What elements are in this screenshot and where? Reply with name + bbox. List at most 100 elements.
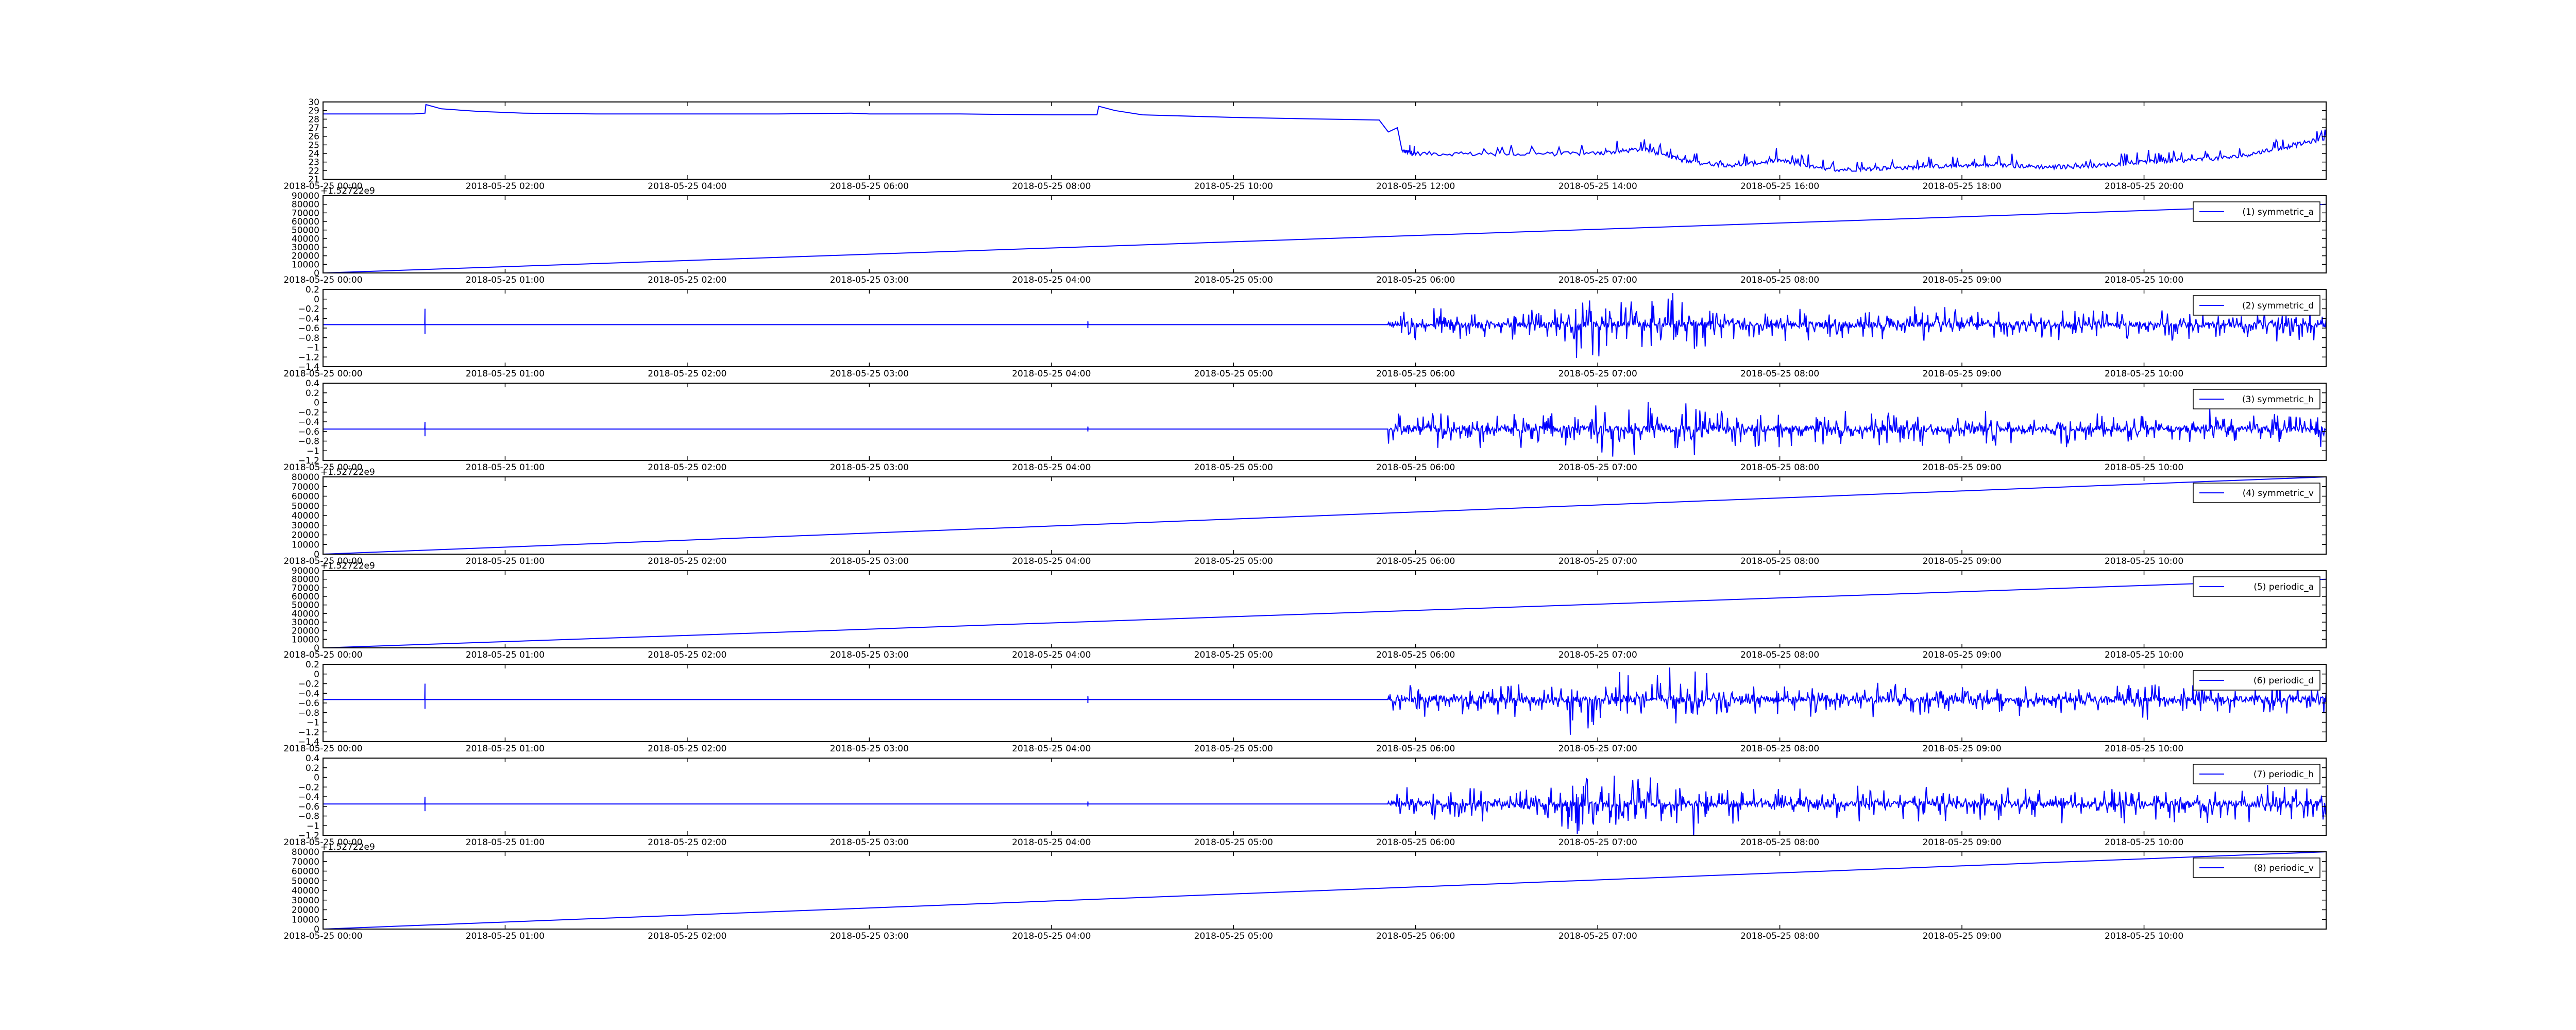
series-line <box>323 852 2326 929</box>
x-tick-label: 2018-05-25 05:00 <box>1194 837 1273 848</box>
x-tick-label: 2018-05-25 06:00 <box>1376 744 1455 754</box>
x-tick-label: 2018-05-25 01:00 <box>466 837 545 848</box>
legend-label: (6) periodic_d <box>2253 676 2314 686</box>
y-tick-label: 40000 <box>292 886 319 896</box>
y-tick-label: 50000 <box>292 600 319 611</box>
x-tick-label: 2018-05-25 06:00 <box>1376 650 1455 660</box>
panel-p1: 0100002000030000400005000060000700008000… <box>283 186 2327 285</box>
x-tick-label: 2018-05-25 07:00 <box>1558 462 1637 473</box>
x-tick-label: 2018-05-25 07:00 <box>1558 837 1637 848</box>
x-tick-label: 2018-05-25 01:00 <box>466 462 545 473</box>
x-tick-label: 2018-05-25 04:00 <box>648 181 726 192</box>
x-tick-label: 2018-05-25 05:00 <box>1194 744 1273 754</box>
y-tick-label: 20000 <box>292 530 319 541</box>
x-tick-label: 2018-05-25 10:00 <box>2105 556 2183 566</box>
x-tick-label: 2018-05-25 14:00 <box>1558 181 1637 192</box>
x-tick-label: 2018-05-25 07:00 <box>1558 369 1637 379</box>
x-tick-label: 2018-05-25 10:00 <box>2105 462 2183 473</box>
y-tick-label: 0 <box>314 268 319 279</box>
x-tick-label: 2018-05-25 10:00 <box>2105 650 2183 660</box>
y-tick-label: 40000 <box>292 511 319 521</box>
x-tick-label: 2018-05-25 10:00 <box>2105 837 2183 848</box>
x-tick-label: 2018-05-25 03:00 <box>830 744 909 754</box>
x-tick-label: 2018-05-25 00:00 <box>283 181 362 192</box>
panel-p6: −1.4−1.2−1−0.8−0.6−0.4−0.200.2 2018-05-25… <box>283 660 2327 754</box>
y-tick-label: 0 <box>314 924 319 935</box>
x-tick-label: 2018-05-25 09:00 <box>1922 837 2001 848</box>
x-tick-label: 2018-05-25 00:00 <box>283 931 362 941</box>
x-tick-label: 2018-05-25 01:00 <box>466 275 545 285</box>
x-tick-label: 2018-05-25 01:00 <box>466 369 545 379</box>
x-tick-label: 2018-05-25 04:00 <box>1012 931 1091 941</box>
y-tick-label: −0.4 <box>298 417 319 427</box>
y-tick-label: 29 <box>308 106 319 116</box>
x-tick-label: 2018-05-25 05:00 <box>1194 369 1273 379</box>
axis-offset-label: +1.52722e9 <box>320 561 375 571</box>
x-tick-label: 2018-05-25 02:00 <box>648 837 726 848</box>
x-tick-label: 2018-05-25 02:00 <box>648 462 726 473</box>
x-tick-label: 2018-05-25 08:00 <box>1740 462 1819 473</box>
y-tick-label: −0.4 <box>298 314 319 324</box>
y-tick-label: −1 <box>307 446 319 456</box>
x-tick-label: 2018-05-25 07:00 <box>1558 650 1637 660</box>
y-tick-label: 30000 <box>292 521 319 531</box>
y-tick-label: −0.4 <box>298 689 319 699</box>
legend: (5) periodic_a <box>2193 576 2320 597</box>
x-tick-label: 2018-05-25 08:00 <box>1012 181 1091 192</box>
x-tick-label: 2018-05-25 04:00 <box>1012 462 1091 473</box>
x-tick-label: 2018-05-25 03:00 <box>830 462 909 473</box>
y-tick-label: 90000 <box>292 191 319 201</box>
x-tick-label: 2018-05-25 02:00 <box>466 181 545 192</box>
legend-label: (3) symmetric_h <box>2242 394 2314 405</box>
legend: (6) periodic_d <box>2193 670 2320 691</box>
series-line <box>323 776 2326 835</box>
y-tick-label: 30000 <box>292 617 319 628</box>
y-tick-label: −0.8 <box>298 333 319 344</box>
x-tick-label: 2018-05-25 08:00 <box>1740 837 1819 848</box>
axes-frame <box>323 101 2327 180</box>
y-tick-label: −1 <box>307 343 319 353</box>
y-tick-label: 80000 <box>292 472 319 483</box>
x-tick-label: 2018-05-25 08:00 <box>1740 650 1819 660</box>
legend: (2) symmetric_d <box>2193 295 2320 316</box>
y-tick-label: 0.4 <box>306 753 319 764</box>
y-tick-label: 25 <box>308 140 319 150</box>
panel-p8: 0100002000030000400005000060000700008000… <box>283 842 2327 941</box>
y-tick-label: 0 <box>314 398 319 408</box>
x-tick-label: 2018-05-25 10:00 <box>2105 275 2183 285</box>
panel-p3: −1.2−1−0.8−0.6−0.4−0.200.20.4 2018-05-25 … <box>283 379 2327 473</box>
y-tick-label: 50000 <box>292 876 319 886</box>
x-tick-label: 2018-05-25 09:00 <box>1922 462 2001 473</box>
x-tick-label: 2018-05-25 03:00 <box>830 837 909 848</box>
x-tick-label: 2018-05-25 04:00 <box>1012 369 1091 379</box>
y-tick-label: −1.2 <box>298 831 319 841</box>
y-tick-label: −0.6 <box>298 698 319 709</box>
x-tick-label: 2018-05-25 01:00 <box>466 931 545 941</box>
y-tick-label: 60000 <box>292 492 319 502</box>
y-tick-label: 21 <box>308 175 319 185</box>
x-tick-label: 2018-05-25 07:00 <box>1558 556 1637 566</box>
x-tick-label: 2018-05-25 08:00 <box>1740 275 1819 285</box>
x-tick-label: 2018-05-25 08:00 <box>1740 744 1819 754</box>
x-tick-label: 2018-05-25 09:00 <box>1922 650 2001 660</box>
x-tick-label: 2018-05-25 01:00 <box>466 744 545 754</box>
y-tick-label: −0.8 <box>298 812 319 822</box>
x-tick-label: 2018-05-25 18:00 <box>1922 181 2001 192</box>
y-tick-label: 80000 <box>292 200 319 210</box>
x-tick-label: 2018-05-25 03:00 <box>830 556 909 566</box>
x-tick-label: 2018-05-25 04:00 <box>1012 275 1091 285</box>
x-tick-label: 2018-05-25 00:00 <box>283 556 362 566</box>
y-tick-label: 70000 <box>292 857 319 867</box>
x-tick-label: 2018-05-25 16:00 <box>1740 181 1819 192</box>
y-tick-label: 0 <box>314 295 319 305</box>
axes-frame <box>323 664 2327 742</box>
y-tick-label: 22 <box>308 166 319 176</box>
y-tick-label: 30 <box>308 97 319 108</box>
y-tick-label: 28 <box>308 114 319 125</box>
x-tick-label: 2018-05-25 02:00 <box>648 931 726 941</box>
y-tick-label: −1 <box>307 821 319 831</box>
y-tick-label: −0.6 <box>298 427 319 437</box>
y-tick-label: 10000 <box>292 540 319 550</box>
y-tick-label: 30000 <box>292 243 319 253</box>
